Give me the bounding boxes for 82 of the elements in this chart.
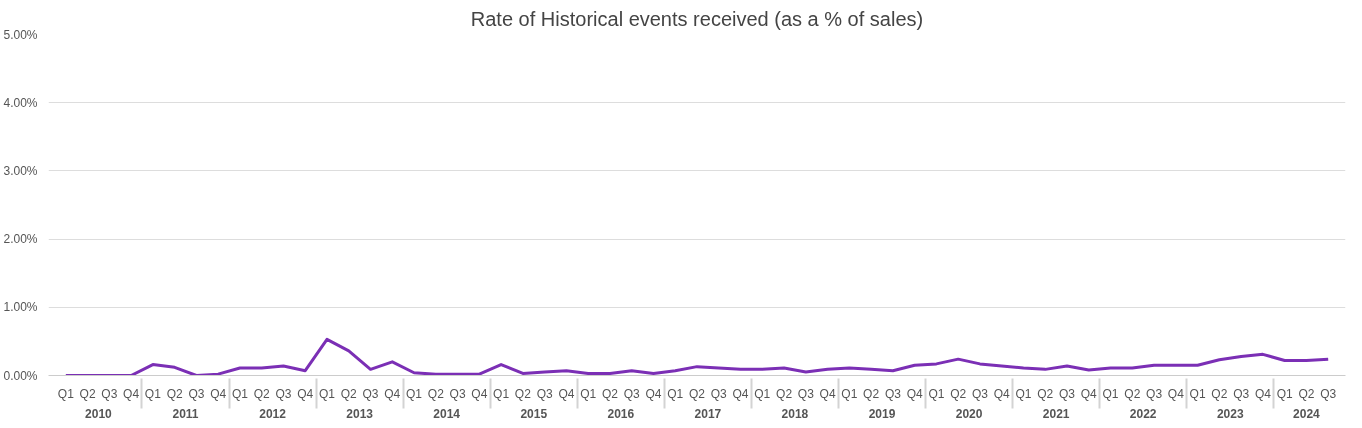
x-tick-label: Q1: [57, 386, 75, 401]
x-tick-label: Q2: [863, 386, 880, 401]
y-tick-label: 4.00%: [3, 95, 38, 110]
text: 2015: [520, 406, 548, 421]
x-tick-label: Q2: [166, 386, 183, 401]
text: 2012: [259, 406, 287, 421]
y-tick-label: 5.00%: [3, 27, 38, 42]
x-tick-label: Q2: [340, 386, 358, 401]
x-tick-label: Q3: [1059, 386, 1076, 401]
x-tick-label: Q4: [297, 386, 314, 401]
text: 2013: [346, 406, 374, 421]
x-tick-label: Q3: [1146, 386, 1163, 401]
x-tick-label: Q2: [1211, 386, 1228, 401]
x-tick-label: Q3: [623, 386, 641, 401]
x-tick-label: Q3: [362, 386, 379, 401]
x-tick-label: Q3: [710, 386, 728, 401]
x-tick-label: Q4: [1080, 386, 1098, 401]
text: 2020: [955, 406, 983, 421]
x-tick-label: Q3: [275, 386, 292, 401]
x-tick-label: Q2: [601, 386, 619, 401]
x-tick-label: Q2: [1124, 386, 1141, 401]
x-tick-label: Q2: [950, 386, 967, 401]
x-tick-label: Q2: [427, 386, 445, 401]
x-tick-label: Q3: [536, 386, 553, 401]
text: 2019: [868, 406, 896, 421]
x-tick-label: Q4: [732, 386, 749, 401]
x-tick-label: Q2: [79, 386, 96, 401]
x-tick-label: Q3: [188, 386, 205, 401]
x-tick-label: Q2: [1037, 386, 1054, 401]
x-tick-label: Q3: [971, 386, 989, 401]
x-tick-label: Q1: [841, 386, 858, 401]
text: 2011: [172, 406, 199, 421]
y-tick-label: 0.00%: [3, 368, 38, 383]
x-tick-label: Q1: [580, 386, 597, 401]
x-tick-label: Q1: [406, 386, 423, 401]
x-tick-label: Q1: [1189, 386, 1206, 401]
x-tick-label: Q3: [449, 386, 466, 401]
x-tick-label: Q4: [123, 386, 140, 401]
x-tick-label: Q3: [1233, 386, 1250, 401]
x-tick-label: Q3: [797, 386, 815, 401]
x-tick-label: Q4: [1254, 386, 1272, 401]
text: 2018: [781, 406, 809, 421]
x-tick-label: Q1: [144, 386, 162, 401]
x-tick-label: Q4: [906, 386, 923, 401]
x-tick-label: Q4: [210, 386, 227, 401]
x-tick-label: Q2: [776, 386, 793, 401]
x-tick-label: Q2: [689, 386, 706, 401]
x-tick-label: Q1: [1015, 386, 1032, 401]
text: 2022: [1129, 406, 1157, 421]
x-tick-label: Q4: [384, 386, 401, 401]
text: 2010: [85, 406, 113, 421]
x-tick-label: Q3: [884, 386, 902, 401]
x-tick-label: Q4: [1167, 386, 1185, 401]
x-tick-label: Q4: [558, 386, 575, 401]
line-series: [64, 337, 1330, 376]
x-tick-label: Q1: [318, 386, 336, 401]
text: 2023: [1216, 406, 1244, 421]
x-tick-label: Q1: [231, 386, 249, 401]
y-tick-label: 1.00%: [3, 300, 38, 315]
x-tick-label: Q2: [1298, 386, 1315, 401]
x-tick-label: Q4: [471, 386, 488, 401]
text: 2024: [1293, 406, 1321, 421]
x-tick-label: Q4: [819, 386, 836, 401]
x-tick-label: Q2: [253, 386, 271, 401]
x-tick-label: Q1: [754, 386, 771, 401]
x-tick-label: Q1: [493, 386, 510, 401]
x-tick-label: Q4: [645, 386, 662, 401]
y-tick-label: 3.00%: [3, 163, 38, 178]
text: 2016: [607, 406, 635, 421]
text: 2014: [433, 406, 461, 421]
y-tick-label: 2.00%: [3, 232, 38, 247]
text: 2017: [694, 406, 722, 421]
x-tick-label: Q2: [514, 386, 532, 401]
x-tick-label: Q3: [1320, 386, 1337, 401]
x-tick-label: Q1: [667, 386, 684, 401]
x-tick-label: Q1: [928, 386, 945, 401]
text: 2021: [1042, 406, 1070, 421]
x-tick-label: Q1: [1276, 386, 1293, 401]
x-tick-label: Q1: [1102, 386, 1119, 401]
x-tick-label: Q3: [101, 386, 118, 401]
x-tick-label: Q4: [993, 386, 1011, 401]
chart-title: Rate of Historical events received (as a % of sales): [470, 7, 924, 30]
